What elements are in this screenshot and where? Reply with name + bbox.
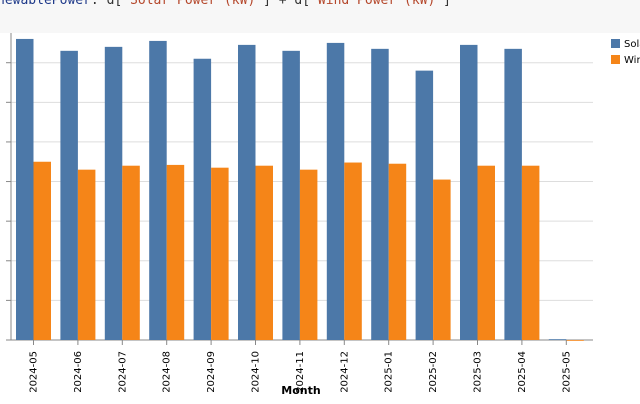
code-tail: ] — [443, 0, 451, 8]
legend-swatch-wind — [611, 55, 620, 64]
bar-wind-2025-02[interactable] — [433, 179, 451, 340]
bar-wind-2025-03[interactable] — [477, 165, 496, 340]
x-tick-label: 2024-05 — [29, 351, 40, 393]
x-tick-label: 2024-08 — [162, 351, 173, 393]
x-tick-label: 2025-03 — [473, 351, 484, 393]
x-tick-label: 2025-01 — [384, 351, 395, 393]
bar-wind-2024-09[interactable] — [211, 167, 229, 340]
x-tick-label: 2024-12 — [339, 351, 350, 393]
bar-solar-2024-05[interactable] — [16, 38, 34, 341]
code-d1: d[ — [106, 0, 123, 8]
legend-label-solar: Solar — [624, 39, 640, 50]
bar-wind-2024-05[interactable] — [33, 161, 52, 340]
bar-solar-2024-07[interactable] — [104, 46, 123, 341]
bar-wind-2024-06[interactable] — [77, 169, 96, 340]
bar-wind-2025-05[interactable] — [566, 340, 584, 341]
bar-wind-2024-11[interactable] — [299, 169, 318, 340]
grouped-bar-chart: 2024-05 2024-06 2024-07 2024-08 2024-09 2024-… — [6, 33, 640, 397]
code-line: newablePower: d["Solar Power (kW)"] + d[… — [0, 0, 451, 8]
bar-solar-2025-02[interactable] — [415, 70, 434, 340]
x-tick-label: 2024-11 — [295, 351, 306, 393]
bar-solar-2024-10[interactable] — [238, 44, 256, 340]
bar-solar-2024-11[interactable] — [282, 50, 300, 340]
code-sep: : — [90, 0, 107, 8]
x-tick-label: 2024-06 — [73, 351, 84, 393]
code-strip: newablePower: d["Solar Power (kW)"] + d[… — [0, 0, 640, 33]
code-mid: ] + d[ — [263, 0, 311, 8]
bar-solar-2025-03[interactable] — [460, 44, 478, 340]
bar-solar-2024-06[interactable] — [60, 50, 78, 340]
legend-label-wind: Wind — [624, 55, 640, 66]
x-axis-title: Month — [281, 384, 320, 397]
bar-solar-2025-05[interactable] — [548, 339, 567, 341]
legend-swatch-solar — [611, 39, 620, 48]
x-tick-label: 2025-05 — [561, 351, 572, 393]
x-tick-label: 2024-10 — [251, 351, 262, 393]
code-var-name: newablePower — [0, 0, 91, 8]
bar-solar-2025-04[interactable] — [504, 48, 522, 341]
code-field-solar: "Solar Power (kW)" — [122, 0, 264, 8]
bar-solar-2025-01[interactable] — [371, 48, 389, 341]
bar-wind-2024-08[interactable] — [166, 164, 185, 340]
bar-wind-2024-07[interactable] — [122, 165, 140, 340]
bar-wind-2025-01[interactable] — [388, 163, 407, 340]
x-tick-label: 2024-07 — [117, 351, 128, 393]
bar-solar-2024-09[interactable] — [193, 58, 212, 341]
bar-wind-2024-10[interactable] — [255, 165, 274, 340]
bar-wind-2025-04[interactable] — [521, 165, 540, 340]
x-tick-label: 2025-04 — [517, 351, 528, 393]
bar-wind-2024-12[interactable] — [344, 162, 362, 340]
chart-area: 2024-05 2024-06 2024-07 2024-08 2024-09 2024-… — [0, 33, 640, 400]
bar-solar-2024-12[interactable] — [326, 42, 345, 340]
bar-solar-2024-08[interactable] — [149, 40, 167, 341]
code-field-wind: "Wind Power (kW)" — [310, 0, 444, 8]
x-tick-label: 2024-09 — [206, 351, 217, 393]
x-tick-label: 2025-02 — [428, 351, 439, 393]
